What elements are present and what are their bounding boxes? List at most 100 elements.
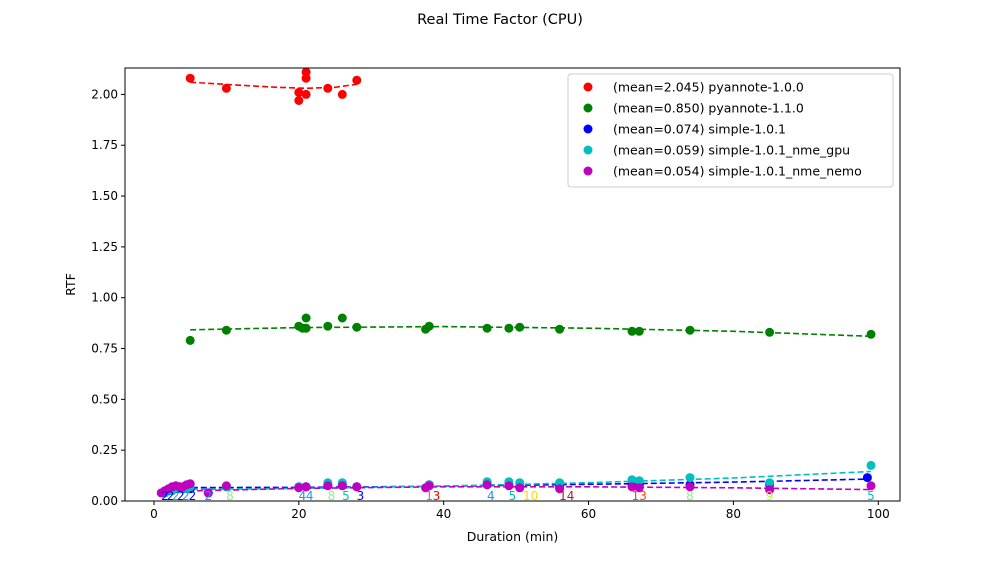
data-point-series-0-0	[185, 73, 195, 83]
legend-label-0: (mean=2.045) pyannote-1.0.0	[613, 80, 804, 95]
count-label-13: 1	[425, 489, 433, 503]
data-point-series-1-5	[301, 323, 311, 333]
data-point-series-1-7	[337, 313, 347, 323]
data-point-series-4-10	[221, 481, 231, 491]
count-label-0: 2	[161, 489, 169, 503]
y-tick-label-5: 1.25	[91, 240, 118, 254]
data-point-series-1-11	[482, 323, 492, 333]
x-tick-label-3: 60	[581, 507, 596, 521]
data-point-series-4-19	[504, 481, 514, 491]
data-point-series-3-20	[866, 460, 876, 470]
data-point-series-1-19	[866, 329, 876, 339]
count-label-16: 5	[509, 489, 517, 503]
y-tick-label-0: 0.00	[91, 494, 118, 508]
legend: (mean=2.045) pyannote-1.0.0 (mean=0.850) …	[567, 73, 894, 188]
data-point-series-1-0	[185, 335, 195, 345]
count-label-6: 2	[204, 489, 212, 503]
x-tick-label-5: 100	[867, 507, 890, 521]
legend-label-2: (mean=0.074) simple-1.0.1	[613, 122, 786, 137]
count-label-7: 8	[226, 489, 234, 503]
data-point-series-4-25	[765, 485, 775, 495]
data-point-series-0-8	[337, 89, 347, 99]
legend-label-4: (mean=0.054) simple-1.0.1_nme_nemo	[613, 164, 862, 179]
legend-box	[567, 73, 894, 188]
count-label-12: 3	[357, 489, 365, 503]
count-label-3: 2	[177, 489, 185, 503]
axes: 0 20 40 60 80 100 0.00 0.25 0.50 0.75 1.00 1.25 1.50…	[91, 87, 889, 521]
count-label-5: 2	[189, 489, 197, 503]
data-point-series-3-16	[627, 475, 637, 485]
count-label-14: 3	[433, 489, 441, 503]
y-tick-label-4: 1.00	[91, 291, 118, 305]
legend-marker-4	[583, 166, 593, 176]
chart-title: Real Time Factor (CPU)	[417, 12, 583, 28]
data-point-series-2-24	[862, 473, 872, 483]
count-label-9: 4	[306, 489, 314, 503]
data-point-series-1-8	[352, 322, 362, 332]
y-tick-label-7: 1.75	[91, 138, 118, 152]
count-label-19: 13	[632, 489, 647, 503]
count-label-17: 10	[523, 489, 538, 503]
data-point-series-4-26	[866, 481, 876, 491]
count-label-10: 8	[328, 489, 336, 503]
count-label-15: 4	[487, 489, 495, 503]
data-point-series-4-23	[634, 483, 644, 493]
y-tick-label-8: 2.00	[91, 87, 118, 101]
data-point-series-1-1	[221, 325, 231, 335]
data-point-series-1-15	[627, 326, 637, 336]
data-point-series-3-19	[765, 478, 775, 488]
data-point-series-4-15	[352, 482, 362, 492]
data-point-series-0-7	[323, 83, 333, 93]
data-point-series-1-10	[424, 321, 434, 331]
data-point-series-4-9	[203, 488, 213, 498]
y-axis-label: RTF	[63, 273, 78, 296]
data-point-series-4-12	[301, 482, 311, 492]
data-point-series-4-8	[185, 479, 195, 489]
count-label-18: 14	[559, 489, 574, 503]
x-tick-label-0: 0	[150, 507, 158, 521]
data-point-series-3-17	[634, 476, 644, 486]
count-label-8: 4	[299, 489, 307, 503]
count-label-21: 9	[766, 489, 774, 503]
count-label-20: 8	[686, 489, 694, 503]
count-label-1: 2	[167, 489, 175, 503]
y-tick-label-2: 0.50	[91, 392, 118, 406]
data-point-series-3-18	[685, 473, 695, 483]
data-point-series-0-3	[294, 96, 304, 105]
data-point-series-4-11	[294, 483, 304, 493]
data-point-series-1-14	[555, 324, 565, 334]
x-tick-label-1: 20	[291, 507, 306, 521]
data-point-series-1-18	[765, 327, 775, 337]
data-point-series-1-16	[634, 326, 644, 336]
count-label-11: 5	[342, 489, 350, 503]
data-point-series-4-22	[627, 482, 637, 492]
count-label-2: 2	[172, 489, 180, 503]
legend-marker-1	[583, 103, 593, 113]
data-point-series-4-17	[424, 481, 434, 491]
data-point-series-4-24	[685, 482, 695, 492]
data-point-series-4-13	[323, 481, 333, 491]
count-label-4: 2	[182, 489, 190, 503]
data-point-series-0-5	[301, 73, 311, 83]
y-tick-label-1: 0.25	[91, 443, 118, 457]
data-point-series-0-9	[352, 75, 362, 85]
data-point-series-0-1	[221, 83, 231, 93]
data-point-series-4-14	[337, 481, 347, 491]
data-point-series-1-13	[515, 322, 525, 332]
data-point-series-1-4	[301, 313, 311, 323]
plot-frame	[124, 67, 901, 502]
data-point-series-1-6	[323, 321, 333, 331]
legend-marker-0	[583, 82, 593, 92]
y-tick-label-3: 0.75	[91, 342, 118, 356]
legend-marker-2	[583, 124, 593, 134]
trend-line-series-0	[190, 81, 357, 90]
x-tick-label-4: 80	[726, 507, 741, 521]
data-point-series-0-6	[301, 89, 311, 99]
data-point-series-4-18	[482, 480, 492, 490]
count-label-22: 5	[867, 489, 875, 503]
x-tick-label-2: 40	[436, 507, 451, 521]
legend-label-3: (mean=0.059) simple-1.0.1_nme_gpu	[613, 143, 850, 158]
legend-marker-3	[583, 145, 593, 155]
